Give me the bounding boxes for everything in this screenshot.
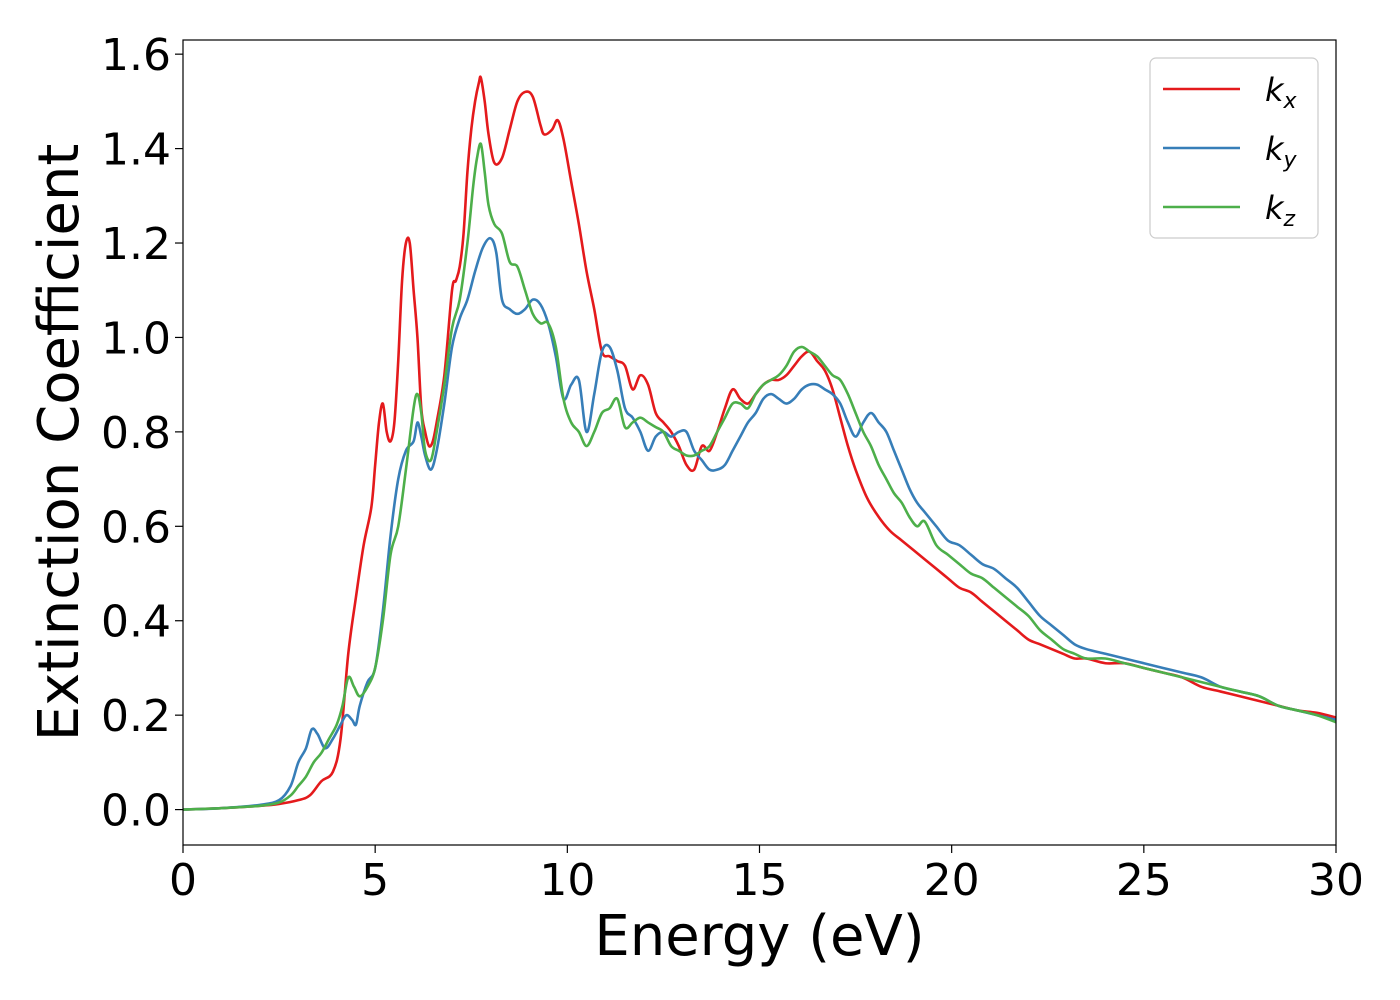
x-tick-label: 15 (732, 855, 788, 906)
x-tick-label: 0 (169, 855, 197, 906)
y-tick-label: 1.2 (101, 219, 171, 270)
x-tick-label: 20 (924, 855, 980, 906)
y-tick-label: 0.4 (101, 597, 171, 648)
y-tick-label: 0.2 (101, 691, 171, 742)
x-axis-label: Energy (eV) (594, 904, 924, 969)
series-line-y (182, 236, 1337, 811)
series-line-x (182, 75, 1337, 811)
x-tick-label: 10 (539, 855, 595, 906)
y-tick-label: 1.4 (101, 125, 171, 176)
legend-label-x: kx (1265, 71, 1298, 114)
legend-label-y: ky (1265, 130, 1298, 173)
legend: kx ky kz (1149, 57, 1319, 239)
series-layer (182, 75, 1337, 811)
y-tick-label: 0.0 (101, 786, 171, 837)
legend-label-z: kz (1265, 189, 1296, 232)
y-tick-label: 1.6 (101, 30, 171, 81)
y-tick-label: 0.8 (101, 408, 171, 459)
x-tick-label: 5 (361, 855, 389, 906)
series-line-z (182, 142, 1337, 811)
y-axis-ticks: 0.0 0.2 0.4 0.6 0.8 1.0 1.2 1.4 1.6 (101, 30, 183, 837)
x-tick-label: 25 (1116, 855, 1172, 906)
y-tick-label: 1.0 (101, 313, 171, 364)
x-axis-ticks: 0 5 10 15 20 25 30 (169, 845, 1364, 906)
y-tick-label: 0.6 (101, 502, 171, 553)
y-axis-label: Extinction Coefficient (27, 144, 92, 742)
x-tick-label: 30 (1308, 855, 1364, 906)
